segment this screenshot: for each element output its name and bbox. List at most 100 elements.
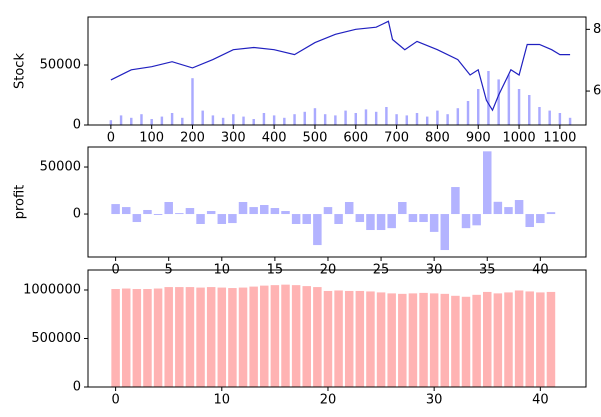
price-line [110,20,571,112]
bar [354,113,358,125]
bar [419,292,428,387]
bar [140,114,143,125]
bar [143,289,152,387]
y-tick-label: 1000000 [23,282,81,297]
bar [456,108,460,125]
bar [291,285,301,387]
bar [132,289,142,387]
bar [548,110,551,125]
bar [440,214,450,251]
bar [466,101,470,125]
bar [374,111,378,125]
bar [181,117,184,125]
bar [344,290,354,387]
x-tick-label: 40 [532,393,549,408]
bar [323,290,333,387]
bar [302,214,311,224]
bar [429,214,439,232]
bar [514,200,524,215]
bar [119,115,123,125]
bar [487,71,490,125]
bar [249,286,258,387]
bar [504,207,513,215]
x-tick-label: 900 [466,131,491,146]
bar [196,214,205,224]
bar [221,117,225,125]
bar [355,290,365,387]
bar [260,285,269,387]
bar [313,108,317,125]
bar [175,287,184,387]
bar [323,114,327,125]
bar [121,207,131,215]
bar [558,113,562,125]
bar [303,111,306,125]
bar [451,295,460,387]
bar [493,201,503,215]
x-tick-label: 10 [214,393,231,408]
bar [291,214,301,224]
x-tick-label: 0 [111,393,119,408]
bar [217,214,227,224]
bar [293,114,296,125]
bar [461,214,471,229]
bar [281,284,290,387]
bar [472,214,481,226]
bar [376,292,386,387]
axes-frame [87,269,587,388]
bar [143,209,152,215]
x-tick-label: 100 [139,131,164,146]
bar [415,113,419,125]
bar [238,287,248,387]
bar [228,288,237,387]
y-axis-label: Stock [13,53,28,89]
bar [446,114,449,125]
bar [283,117,286,125]
x-tick-label: 600 [343,131,368,146]
bar [111,204,120,215]
bar [206,211,216,215]
bar [395,114,398,125]
bar [538,107,541,125]
bar [483,291,492,387]
bar [132,214,142,223]
bar [483,151,492,215]
bar [185,208,195,215]
bar [281,211,290,215]
bar [387,214,396,229]
bar [472,294,481,387]
bar [408,214,418,223]
bar [497,79,500,125]
bar [270,285,280,387]
x-tick-label: 300 [221,131,246,146]
bar [366,291,375,387]
bar [546,291,556,387]
y-tick-label: 50000 [40,160,81,175]
bar [536,292,545,387]
bar [238,202,248,215]
y2-tick-label: 80 [593,22,601,37]
axes-frame [87,16,587,126]
y2-tick-label: 60 [593,84,601,99]
bar [242,116,245,125]
bar [130,117,133,125]
bar [398,202,407,215]
bar [425,116,429,125]
x-tick-label: 1000 [503,131,536,146]
bar [364,109,368,125]
bar [201,110,204,125]
bar [355,214,365,223]
bar [517,89,521,125]
bar [313,287,322,387]
bar [387,293,396,387]
x-tick-label: 400 [262,131,287,146]
bar [111,289,120,387]
bar [536,214,545,224]
bar [232,114,235,125]
bar [121,288,131,387]
bar [546,212,556,215]
bar [493,293,503,387]
bar [514,290,524,387]
bar [150,119,153,125]
bar [109,120,113,125]
